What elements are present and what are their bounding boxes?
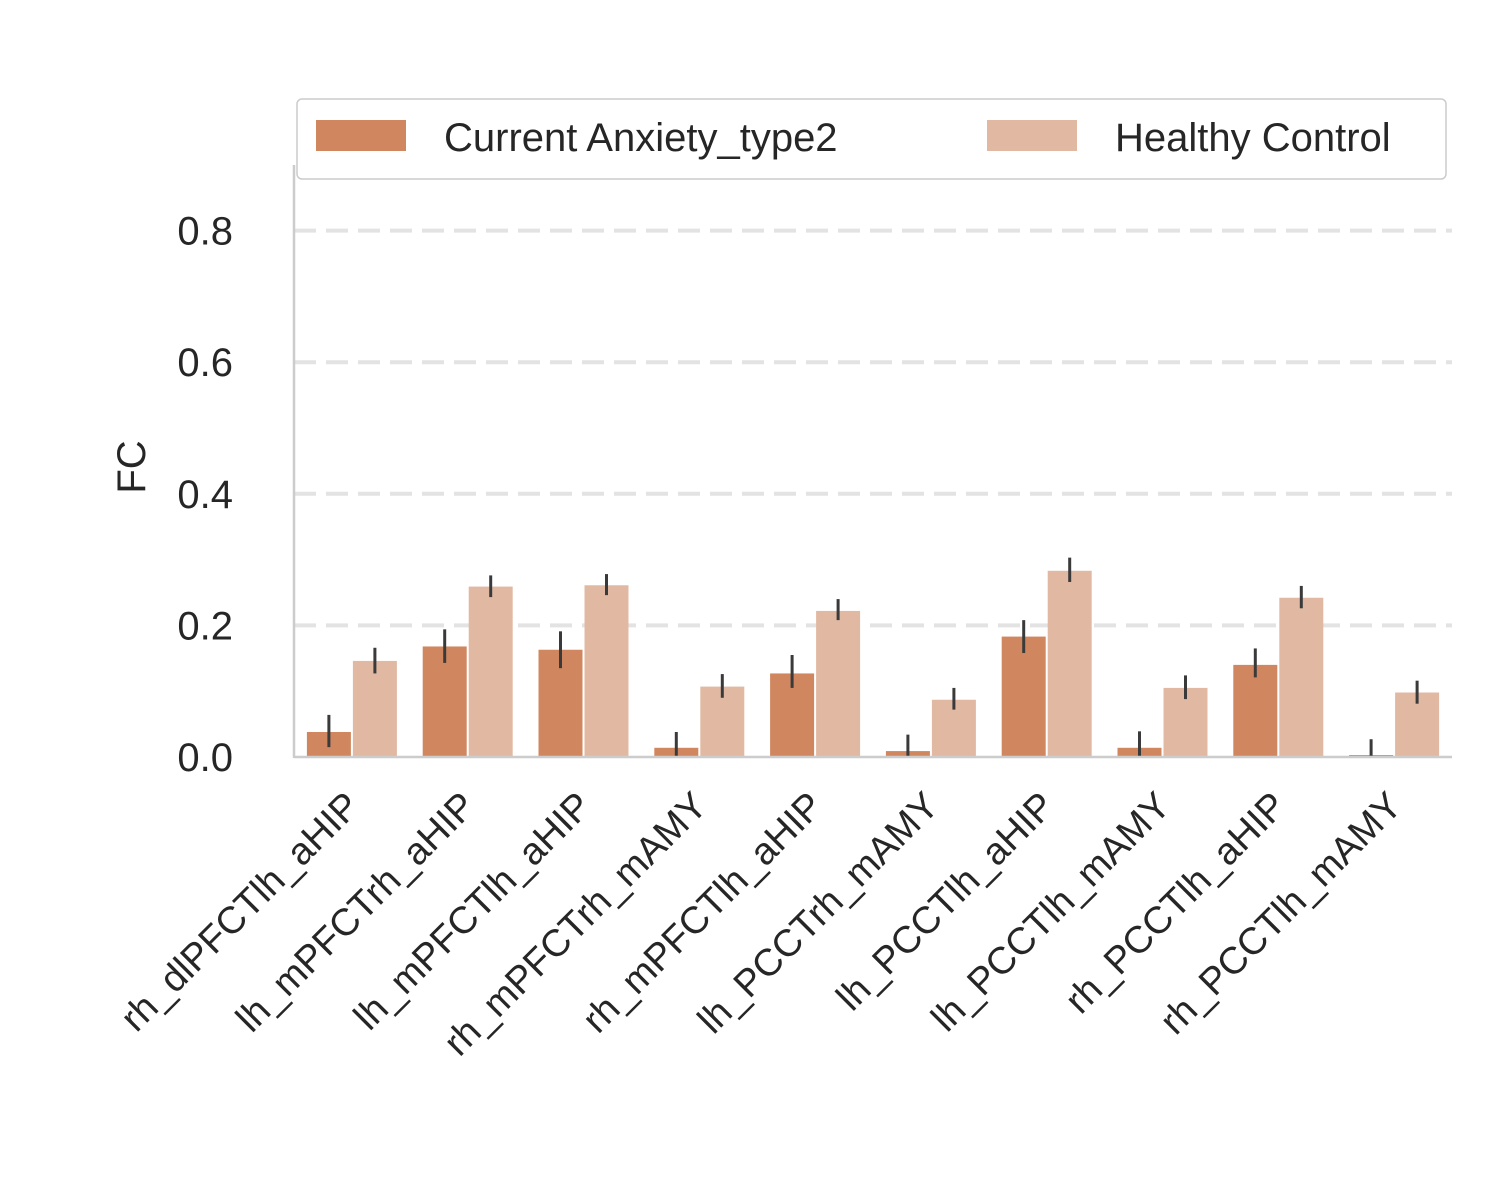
y-tick-label-3: 0.6 xyxy=(177,341,233,385)
gridlines xyxy=(294,228,1452,628)
legend-label-current-anxiety: Current Anxiety_type2 xyxy=(444,116,838,160)
y-tick-label-0: 0.0 xyxy=(177,736,233,780)
bar-anxiety-6 xyxy=(1001,636,1046,757)
x-tick-label-8: rh_PCCTlh_aHIP xyxy=(1057,785,1294,1022)
y-tick-labels: 0.0 0.2 0.4 0.6 0.8 xyxy=(177,210,233,780)
bar-control-0 xyxy=(352,660,397,757)
bar-control-6 xyxy=(1047,570,1092,757)
axes xyxy=(292,165,1452,759)
x-tick-labels: rh_dlPFCTlh_aHIPlh_mPFCTrh_aHIPlh_mPFCTl… xyxy=(113,785,1410,1065)
y-tick-label-4: 0.8 xyxy=(177,210,233,254)
bar-anxiety-1 xyxy=(422,646,467,757)
bars xyxy=(306,570,1440,757)
bar-anxiety-8 xyxy=(1233,664,1278,757)
legend-swatch-current-anxiety xyxy=(316,120,406,151)
bar-control-1 xyxy=(468,586,513,757)
error-bars xyxy=(327,557,1419,757)
y-tick-label-2: 0.4 xyxy=(177,473,233,517)
bar-control-8 xyxy=(1279,597,1324,757)
legend-frame xyxy=(296,98,1447,180)
legend: Current Anxiety_type2 Healthy Control xyxy=(296,98,1447,180)
legend-label-healthy-control: Healthy Control xyxy=(1115,116,1391,160)
bar-control-7 xyxy=(1163,687,1208,757)
y-tick-label-1: 0.2 xyxy=(177,604,233,648)
x-tick-label-6: lh_PCCTlh_aHIP xyxy=(829,785,1063,1019)
y-axis-title: FC xyxy=(110,440,154,493)
bar-control-4 xyxy=(816,610,861,757)
bar-control-2 xyxy=(584,585,629,757)
legend-swatch-healthy-control xyxy=(987,120,1077,151)
bar-control-3 xyxy=(700,686,745,757)
